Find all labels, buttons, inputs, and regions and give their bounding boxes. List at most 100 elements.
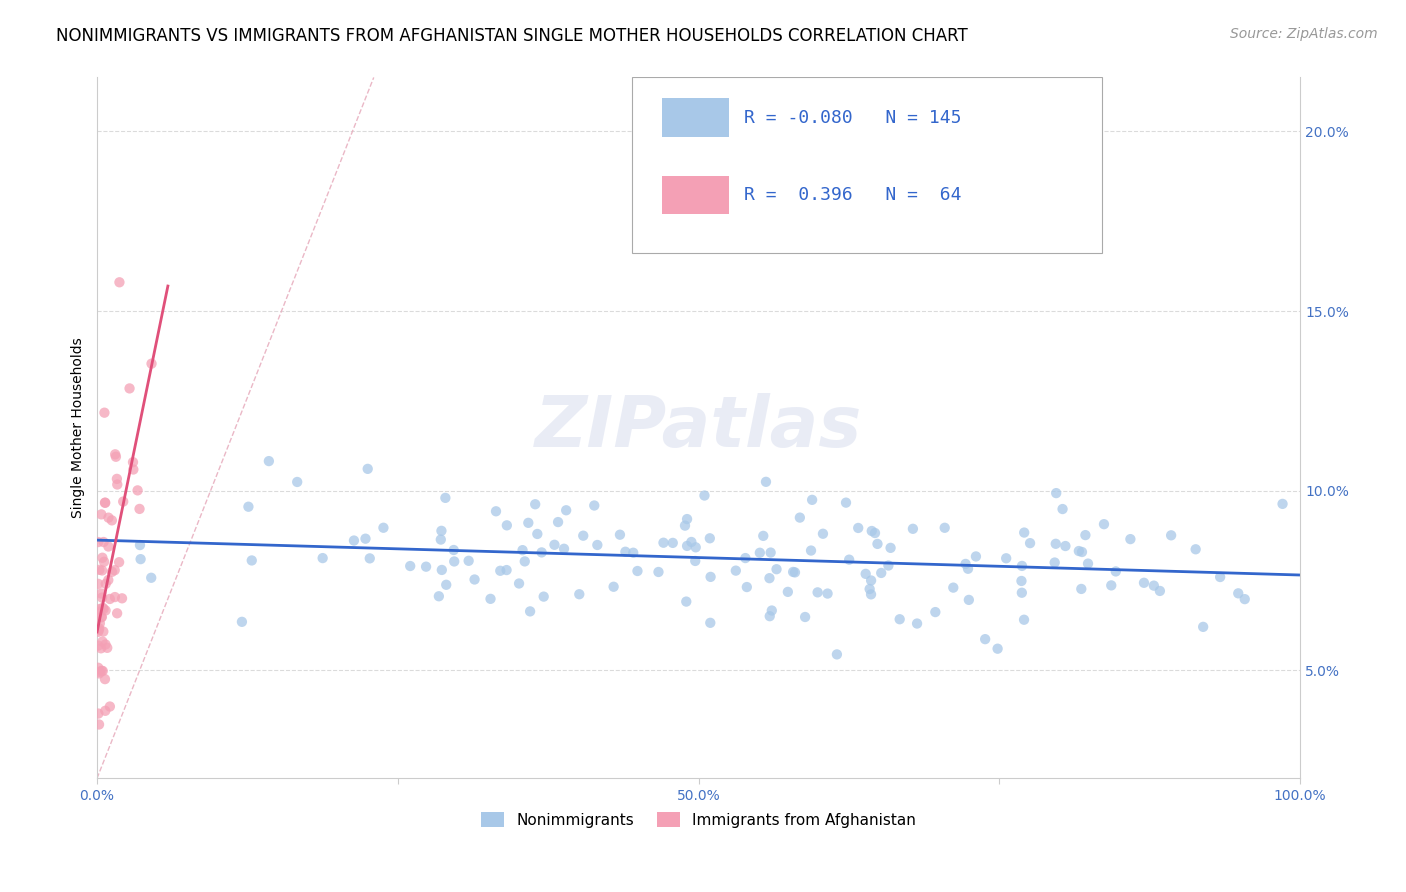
Point	[859, 582, 882, 596]
Point	[586, 538, 609, 552]
Point	[965, 549, 987, 564]
Point	[974, 632, 997, 647]
Point	[533, 590, 555, 604]
Point	[89, 602, 111, 616]
Point	[91, 624, 114, 639]
Point	[955, 557, 977, 571]
Point	[495, 518, 517, 533]
Point	[676, 512, 699, 526]
Point	[1099, 578, 1122, 592]
Point	[427, 589, 450, 603]
Point	[524, 497, 547, 511]
Point	[94, 496, 117, 510]
Point	[693, 489, 716, 503]
Point	[1067, 544, 1090, 558]
Point	[855, 566, 877, 581]
Point	[430, 524, 453, 538]
Point	[91, 564, 114, 578]
Point	[415, 559, 437, 574]
Point	[652, 535, 675, 549]
Point	[1105, 565, 1128, 579]
Point	[1052, 502, 1074, 516]
Point	[343, 533, 366, 548]
Point	[782, 565, 804, 579]
FancyBboxPatch shape	[662, 176, 728, 214]
Point	[724, 564, 747, 578]
Point	[94, 638, 117, 652]
Point	[957, 593, 980, 607]
Point	[93, 555, 115, 569]
Point	[995, 551, 1018, 566]
Point	[735, 580, 758, 594]
Point	[621, 546, 644, 560]
Point	[108, 275, 131, 289]
Text: Source: ZipAtlas.com: Source: ZipAtlas.com	[1230, 27, 1378, 41]
Point	[825, 648, 848, 662]
Point	[94, 672, 117, 686]
Point	[1054, 539, 1077, 553]
Point	[238, 500, 260, 514]
Point	[122, 455, 145, 469]
Point	[359, 551, 381, 566]
Point	[104, 447, 127, 461]
Point	[90, 664, 112, 678]
Point	[647, 565, 669, 579]
Point	[94, 576, 117, 591]
Point	[699, 570, 721, 584]
Point	[685, 541, 707, 555]
Text: R = -0.080   N = 145: R = -0.080 N = 145	[744, 109, 962, 127]
Point	[1011, 586, 1033, 600]
Point	[434, 491, 457, 505]
Point	[101, 565, 124, 579]
Point	[89, 665, 111, 679]
Point	[98, 591, 121, 606]
Point	[1092, 517, 1115, 532]
Point	[1010, 574, 1032, 588]
Point	[105, 607, 128, 621]
Point	[1160, 528, 1182, 542]
Point	[354, 532, 377, 546]
Point	[838, 552, 860, 566]
Point	[1011, 558, 1033, 573]
Point	[1119, 532, 1142, 546]
Point	[734, 551, 756, 566]
Point	[676, 539, 699, 553]
Point	[97, 573, 120, 587]
Point	[811, 526, 834, 541]
Point	[889, 612, 911, 626]
Point	[91, 600, 114, 615]
Point	[543, 538, 565, 552]
Point	[789, 510, 811, 524]
Point	[905, 616, 928, 631]
Point	[1012, 525, 1035, 540]
Point	[89, 622, 111, 636]
Point	[673, 518, 696, 533]
Point	[517, 516, 540, 530]
Point	[87, 535, 110, 549]
Point	[105, 472, 128, 486]
Point	[609, 527, 631, 541]
Point	[553, 541, 575, 556]
Point	[479, 591, 502, 606]
Point	[112, 494, 135, 508]
Point	[443, 554, 465, 568]
Point	[846, 521, 869, 535]
Point	[93, 406, 115, 420]
Point	[90, 641, 112, 656]
Point	[519, 604, 541, 618]
Point	[90, 508, 112, 522]
Point	[87, 606, 110, 620]
Point	[755, 475, 778, 489]
Point	[758, 609, 780, 624]
Point	[1271, 497, 1294, 511]
Point	[464, 573, 486, 587]
Point	[311, 551, 333, 566]
Point	[87, 639, 110, 653]
Point	[89, 666, 111, 681]
Point	[257, 454, 280, 468]
Point	[93, 535, 115, 549]
Point	[94, 603, 117, 617]
Point	[759, 545, 782, 559]
Point	[94, 496, 117, 510]
Point	[1077, 557, 1099, 571]
